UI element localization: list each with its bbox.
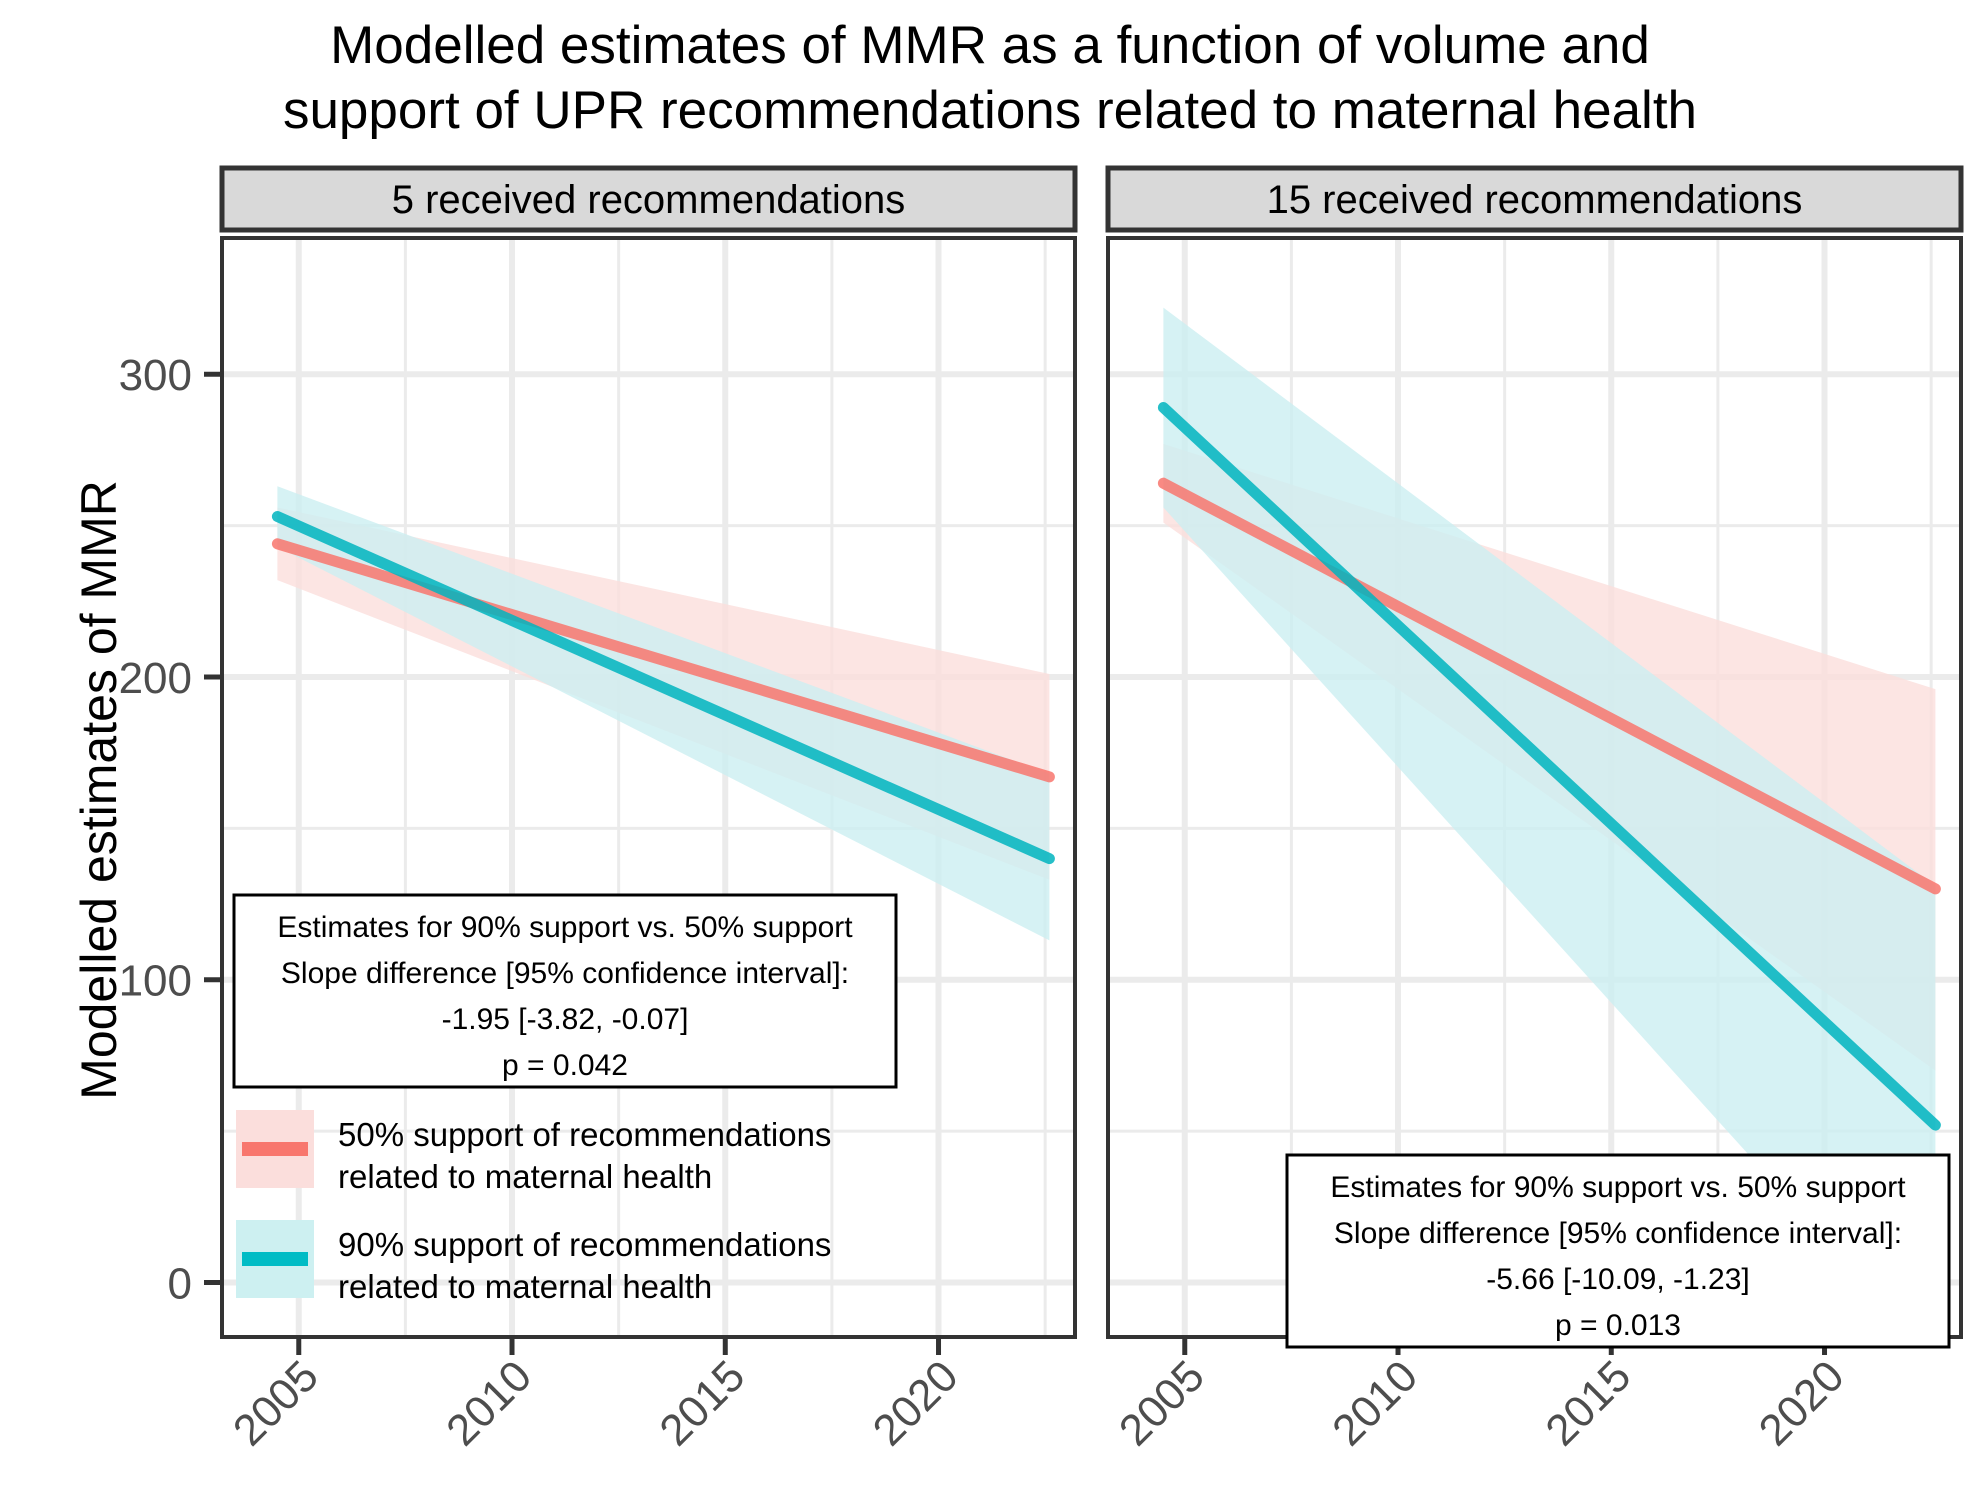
panel-border-0 xyxy=(220,236,1077,1339)
legend-label-line2-0: related to maternal health xyxy=(338,1158,712,1195)
annotation-box-frame-1 xyxy=(1285,1153,1951,1349)
x-tick-label-1: 2010 xyxy=(1323,1351,1427,1455)
y-tick-label-0: 0 xyxy=(168,1260,192,1309)
annotation-box-frame-0 xyxy=(232,893,898,1089)
x-tick-label-0: 2005 xyxy=(1110,1351,1214,1455)
x-tick-label-0: 2005 xyxy=(224,1351,328,1455)
legend-item-0[interactable]: 50% support of recommendations related to… xyxy=(236,1110,831,1195)
trend-line-1 xyxy=(1157,402,1941,1131)
data-layer-1 xyxy=(1157,307,1941,1337)
annotation-line-4: p = 0.013 xyxy=(1555,1309,1681,1342)
annotation-line-2: Slope difference [95% confidence interva… xyxy=(281,957,849,990)
x-tick-label-3: 2020 xyxy=(1750,1351,1854,1455)
facet-panel-0: 5 received recommendations 2005 2010 2015 20… xyxy=(219,165,1078,1455)
facet-strip-1 xyxy=(1105,165,1964,233)
annotation-line-1: Estimates for 90% support vs. 50% suppor… xyxy=(1330,1171,1906,1204)
legend-swatch-line-1 xyxy=(242,1252,308,1266)
facet-strip-label-0: 5 received recommendations xyxy=(392,178,906,222)
facet-panel-1: 15 received recommendations 2005 2010 2015 2… xyxy=(1105,165,1964,1455)
confidence-ribbon-1 xyxy=(1163,307,1936,1337)
x-tick-label-2: 2015 xyxy=(650,1351,754,1455)
facet-strip-0 xyxy=(219,165,1078,233)
trend-line-0 xyxy=(271,538,1055,783)
trend-line-1 xyxy=(271,511,1055,865)
y-tick-label-3: 300 xyxy=(119,351,192,400)
annotation-line-1: Estimates for 90% support vs. 50% suppor… xyxy=(277,911,853,944)
legend-label-line1-1: 90% support of recommendations xyxy=(338,1226,831,1263)
chart-title: Modelled estimates of MMR as a function … xyxy=(282,16,1698,140)
annotation-line-3: -5.66 [-10.09, -1.23] xyxy=(1486,1263,1750,1296)
annotation-line-2: Slope difference [95% confidence interva… xyxy=(1334,1217,1902,1250)
legend-label-line1-0: 50% support of recommendations xyxy=(338,1116,831,1153)
x-tick-label-3: 2020 xyxy=(864,1351,968,1455)
x-tick-label-2: 2015 xyxy=(1536,1351,1640,1455)
legend-item-1[interactable]: 90% support of recommendations related to… xyxy=(236,1220,831,1305)
data-layer-0 xyxy=(271,486,1055,941)
annotation-line-4: p = 0.042 xyxy=(502,1049,628,1082)
y-tick-label-1: 100 xyxy=(119,957,192,1006)
legend-swatch-line-0 xyxy=(242,1142,308,1156)
legend-label-line2-1: related to maternal health xyxy=(338,1268,712,1305)
y-tick-label-2: 200 xyxy=(119,654,192,703)
facet-strip-label-1: 15 received recommendations xyxy=(1267,178,1803,222)
legend: 50% support of recommendations related to… xyxy=(236,1110,831,1305)
annotation-box-0: Estimates for 90% support vs. 50% suppor… xyxy=(232,893,898,1089)
trend-line-0 xyxy=(1157,477,1941,895)
annotation-line-3: -1.95 [-3.82, -0.07] xyxy=(442,1003,689,1036)
x-tick-label-1: 2010 xyxy=(437,1351,541,1455)
annotation-box-1: Estimates for 90% support vs. 50% suppor… xyxy=(1285,1153,1951,1349)
